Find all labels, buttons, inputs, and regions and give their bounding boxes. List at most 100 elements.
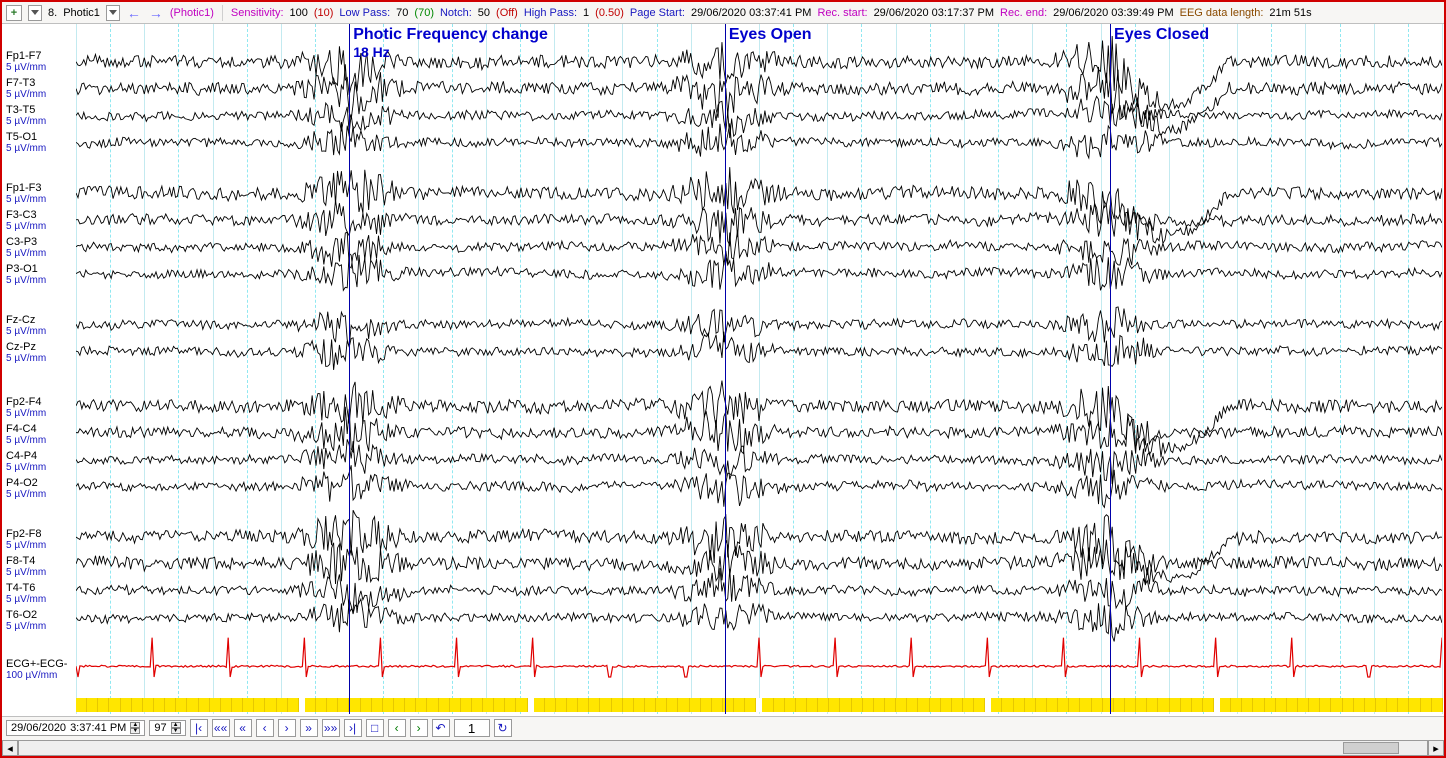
channel-label[interactable]: T6-O25 µV/mm — [6, 610, 46, 632]
waveform-trace — [76, 381, 1442, 458]
page-time: 3:37:41 PM — [70, 722, 126, 734]
channel-label[interactable]: T3-T55 µV/mm — [6, 105, 46, 127]
channel-label[interactable]: F8-T45 µV/mm — [6, 556, 46, 578]
channel-label[interactable]: Fp2-F45 µV/mm — [6, 397, 46, 419]
channel-label[interactable]: C3-P35 µV/mm — [6, 237, 46, 259]
sensitivity-label: Sensitivity: — [231, 7, 284, 19]
page-size-spinner[interactable]: ▲▼ — [171, 722, 181, 734]
waveform-trace — [76, 407, 1442, 454]
channel-scale: 5 µV/mm — [6, 567, 46, 578]
next-event-button[interactable]: › — [410, 719, 428, 737]
undo-button[interactable]: ↶ — [432, 719, 450, 737]
channel-label[interactable]: F7-T35 µV/mm — [6, 78, 46, 100]
recstart-value: 29/06/2020 03:17:37 PM — [874, 7, 994, 19]
channel-scale: 5 µV/mm — [6, 621, 46, 632]
goto-first-button[interactable]: |‹ — [190, 719, 208, 737]
scroll-left-button[interactable]: ◂ — [2, 740, 18, 756]
horizontal-scrollbar[interactable]: ◂ ▸ — [2, 739, 1444, 757]
prev-event-button[interactable]: ‹ — [388, 719, 406, 737]
waveform-trace — [76, 122, 1442, 158]
scroll-track[interactable] — [18, 740, 1428, 756]
photic-stim-band — [76, 698, 1442, 712]
lowpass-value[interactable]: 70 — [396, 7, 408, 19]
channel-name: T6-O2 — [6, 610, 46, 621]
channel-name: Fz-Cz — [6, 315, 46, 326]
eeg-viewer-window: + 8. Photic1 ← → (Photic1) Sensitivity: … — [0, 0, 1446, 758]
nav-next-button[interactable]: → — [148, 5, 164, 21]
notch-label: Notch: — [440, 7, 472, 19]
page-size-box[interactable]: 97 ▲▼ — [149, 720, 185, 736]
channel-name: T3-T5 — [6, 105, 46, 116]
datetime-spinner[interactable]: ▲▼ — [130, 722, 140, 734]
montage-paren: (Photic1) — [170, 7, 214, 19]
channel-label[interactable]: T4-T65 µV/mm — [6, 583, 46, 605]
channel-label[interactable]: P3-O15 µV/mm — [6, 264, 46, 286]
channel-scale: 5 µV/mm — [6, 435, 46, 446]
channel-label[interactable]: Fp1-F75 µV/mm — [6, 51, 46, 73]
channel-label[interactable]: F4-C45 µV/mm — [6, 424, 46, 446]
refresh-button[interactable]: ↻ — [494, 719, 512, 737]
channel-name: Fp1-F7 — [6, 51, 46, 62]
forward-fast-button[interactable]: »» — [322, 719, 340, 737]
scroll-right-button[interactable]: ▸ — [1428, 740, 1444, 756]
channel-label[interactable]: Fp1-F35 µV/mm — [6, 183, 46, 205]
channel-label[interactable]: ECG+-ECG-100 µV/mm — [6, 659, 67, 681]
waveform-canvas — [76, 24, 1442, 714]
waveform-trace — [76, 230, 1442, 268]
montage-number: 8. — [48, 7, 57, 19]
rewind-fast-button[interactable]: «« — [212, 719, 230, 737]
eeglen-label: EEG data length: — [1180, 7, 1264, 19]
add-montage-button[interactable]: + — [6, 5, 22, 21]
channel-label[interactable]: Fp2-F85 µV/mm — [6, 529, 46, 551]
pagestart-label: Page Start: — [630, 7, 685, 19]
waveform-trace — [76, 332, 1442, 370]
nav-prev-button[interactable]: ← — [126, 5, 142, 21]
goto-last-button[interactable]: ›| — [344, 719, 362, 737]
channel-name: T5-O1 — [6, 132, 46, 143]
waveform-trace — [76, 36, 1442, 111]
notch-value[interactable]: 50 — [478, 7, 490, 19]
stop-button[interactable]: □ — [366, 719, 384, 737]
notch-paren: (Off) — [496, 7, 518, 19]
top-toolbar: + 8. Photic1 ← → (Photic1) Sensitivity: … — [2, 2, 1444, 24]
eeg-plot-area[interactable]: Photic Frequency change18 HzEyes OpenEye… — [2, 24, 1444, 714]
channel-name: Fp1-F3 — [6, 183, 46, 194]
channel-label[interactable]: P4-O25 µV/mm — [6, 478, 46, 500]
forward-button[interactable]: » — [300, 719, 318, 737]
page-datetime-box[interactable]: 29/06/2020 3:37:41 PM ▲▼ — [6, 720, 145, 736]
page-number-input[interactable] — [454, 719, 490, 737]
montage-dropdown-button-2[interactable] — [106, 5, 120, 21]
waveform-trace — [76, 568, 1442, 613]
channel-scale: 5 µV/mm — [6, 62, 46, 73]
channel-scale: 5 µV/mm — [6, 326, 46, 337]
navigation-controls: 29/06/2020 3:37:41 PM ▲▼ 97 ▲▼ |‹ «« « ‹… — [2, 717, 1444, 739]
scroll-thumb[interactable] — [1343, 742, 1399, 754]
sensitivity-paren: (10) — [314, 7, 334, 19]
channel-scale: 5 µV/mm — [6, 353, 46, 364]
montage-dropdown-button[interactable] — [28, 5, 42, 21]
step-fwd-button[interactable]: › — [278, 719, 296, 737]
waveform-trace — [76, 439, 1442, 484]
channel-name: Fp2-F8 — [6, 529, 46, 540]
step-back-button[interactable]: ‹ — [256, 719, 274, 737]
waveform-trace — [76, 540, 1442, 584]
channel-label[interactable]: Cz-Pz5 µV/mm — [6, 342, 46, 364]
highpass-value[interactable]: 1 — [583, 7, 589, 19]
channel-scale: 5 µV/mm — [6, 194, 46, 205]
waveform-trace — [76, 510, 1442, 585]
channel-label[interactable]: T5-O15 µV/mm — [6, 132, 46, 154]
channel-label[interactable]: C4-P45 µV/mm — [6, 451, 46, 473]
chevron-down-icon — [109, 10, 117, 15]
waveform-trace — [76, 253, 1442, 290]
sensitivity-value[interactable]: 100 — [290, 7, 308, 19]
chevron-down-icon — [31, 10, 39, 15]
channel-label[interactable]: Fz-Cz5 µV/mm — [6, 315, 46, 337]
rewind-button[interactable]: « — [234, 719, 252, 737]
channel-name: Fp2-F4 — [6, 397, 46, 408]
eeglen-value: 21m 51s — [1269, 7, 1311, 19]
highpass-label: High Pass: — [524, 7, 577, 19]
channel-scale: 5 µV/mm — [6, 489, 46, 500]
channel-label[interactable]: F3-C35 µV/mm — [6, 210, 46, 232]
channel-name: Cz-Pz — [6, 342, 46, 353]
recend-label: Rec. end: — [1000, 7, 1047, 19]
